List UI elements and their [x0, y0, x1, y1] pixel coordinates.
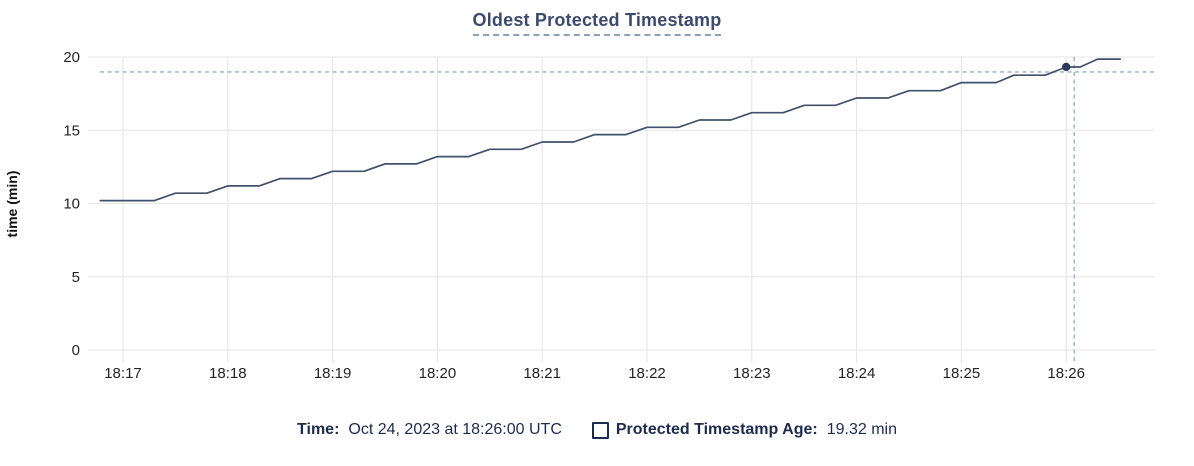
- x-tick-label: 18:23: [733, 365, 771, 382]
- time-value: Oct 24, 2023 at 18:26:00 UTC: [348, 421, 562, 438]
- x-tick-label: 18:18: [209, 365, 247, 382]
- y-tick-label: 5: [72, 269, 80, 286]
- chart-title[interactable]: Oldest Protected Timestamp: [472, 10, 722, 36]
- x-tick-label: 18:19: [314, 365, 352, 382]
- x-tick-label: 18:25: [943, 365, 981, 382]
- chart-legend: Time: Oct 24, 2023 at 18:26:00 UTC Prote…: [0, 421, 1194, 439]
- series-line: [99, 58, 1122, 202]
- x-tick-label: 18:22: [628, 365, 666, 382]
- legend-series-item[interactable]: Protected Timestamp Age: 19.32 min: [591, 421, 897, 439]
- series-label[interactable]: Protected Timestamp Age:: [615, 421, 818, 438]
- series-value: 19.32 min: [826, 421, 897, 438]
- time-label: Time:: [297, 421, 340, 438]
- x-tick-label: 18:21: [523, 365, 561, 382]
- x-tick-label: 18:17: [104, 365, 142, 382]
- y-tick-label: 0: [72, 342, 80, 359]
- chart-plot-area[interactable]: 0 5 10 15 20 18:17 18:18 18:19 18:20 18:21 18:22 18…: [0, 0, 1194, 400]
- y-tick-label: 15: [63, 122, 80, 139]
- x-tick-label: 18:24: [838, 365, 876, 382]
- y-tick-label: 10: [63, 196, 80, 213]
- y-tick-label: 20: [63, 49, 80, 66]
- chart-header: Oldest Protected Timestamp: [0, 10, 1194, 36]
- series-checkbox[interactable]: [591, 421, 609, 439]
- x-tick-label: 18:26: [1047, 365, 1085, 382]
- highlight-dot[interactable]: [1062, 62, 1071, 72]
- x-tick-label: 18:20: [419, 365, 457, 382]
